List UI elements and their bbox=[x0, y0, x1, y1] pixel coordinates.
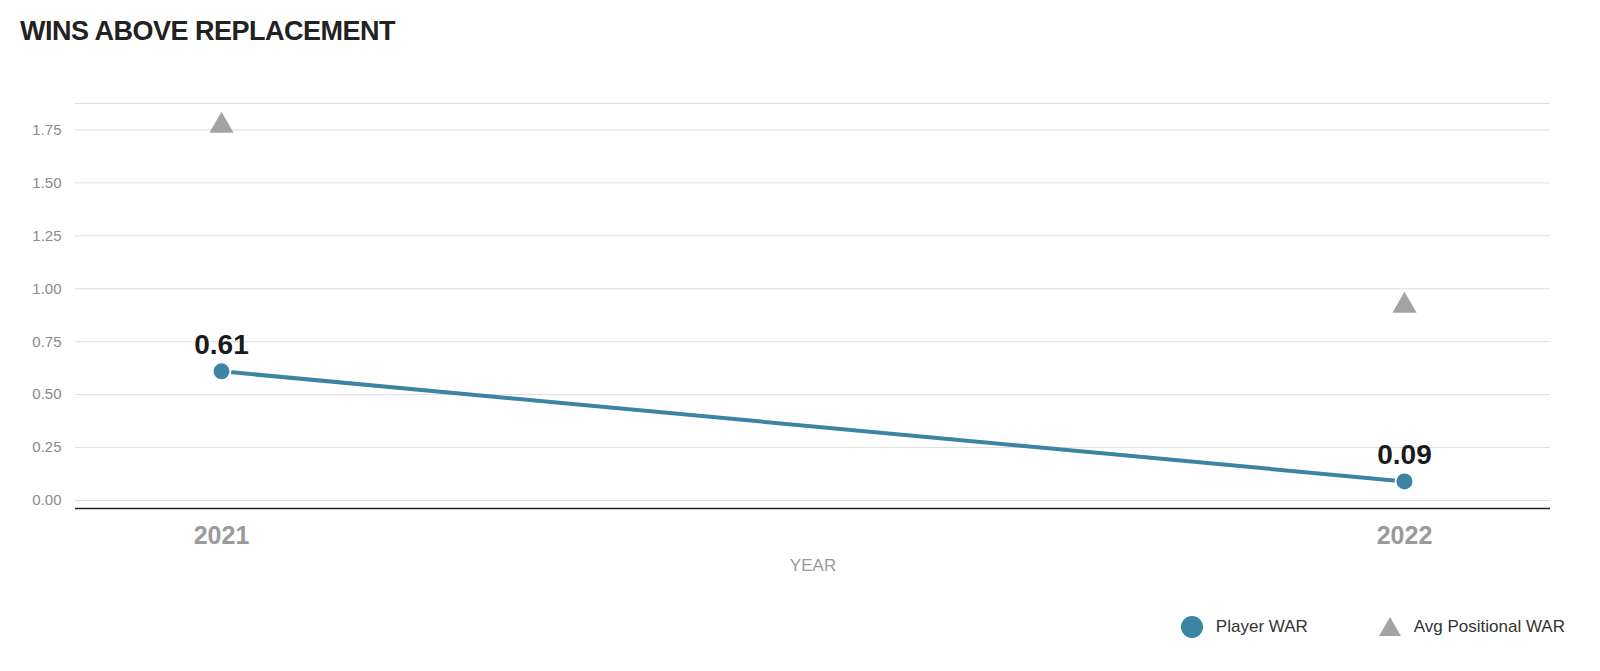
svg-text:1.50: 1.50 bbox=[32, 174, 61, 191]
svg-text:0.25: 0.25 bbox=[32, 438, 61, 455]
html-text:Player WAR: Player WAR bbox=[1215, 617, 1308, 636]
svg-text:2021: 2021 bbox=[194, 521, 250, 549]
html-text:Avg Positional WAR: Avg Positional WAR bbox=[1413, 617, 1565, 636]
svg-text:0.50: 0.50 bbox=[32, 385, 61, 402]
svg-text:0.61: 0.61 bbox=[194, 329, 249, 360]
svg-text:1.75: 1.75 bbox=[32, 121, 61, 138]
svg-text:0.00: 0.00 bbox=[32, 491, 61, 508]
svg-text:1.00: 1.00 bbox=[32, 280, 61, 297]
svg-text:2022: 2022 bbox=[1377, 521, 1433, 549]
svg-text:1.25: 1.25 bbox=[32, 227, 61, 244]
svg-text:YEAR: YEAR bbox=[790, 556, 836, 575]
svg-text:0.09: 0.09 bbox=[1377, 439, 1432, 470]
html-text:WINS ABOVE REPLACEMENT: WINS ABOVE REPLACEMENT bbox=[20, 16, 395, 46]
svg-text:0.75: 0.75 bbox=[32, 333, 61, 350]
